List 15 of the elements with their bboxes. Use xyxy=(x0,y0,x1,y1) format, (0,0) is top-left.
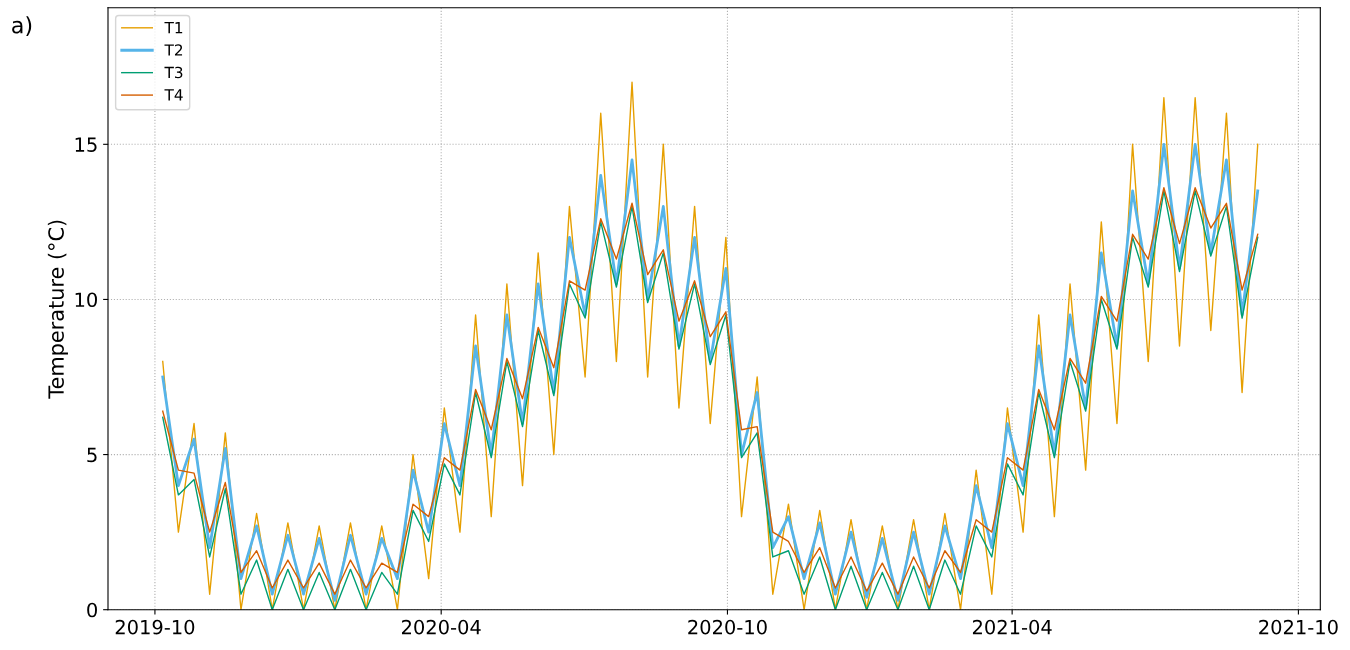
x-tick-label: 2020-10 xyxy=(688,619,767,635)
x-tick-label: 2019-10 xyxy=(115,619,195,635)
y-tick-label: 5 xyxy=(87,447,97,463)
text: a) xyxy=(12,16,32,37)
y-tick-label: 15 xyxy=(75,137,97,152)
y-tick-label: 0 xyxy=(87,602,97,618)
y-tick-label: 10 xyxy=(75,292,97,308)
legend-label: T1 xyxy=(164,22,183,34)
x-tick-label: 2020-04 xyxy=(401,619,481,635)
legend-label: T2 xyxy=(164,44,183,56)
x-tick-label: 2021-04 xyxy=(972,619,1052,635)
legend-label: T3 xyxy=(164,66,183,79)
y-axis-title: Temperature (°C) xyxy=(47,220,68,399)
legend-label: T4 xyxy=(164,89,183,101)
x-tick-label: 2021-10 xyxy=(1259,619,1338,635)
